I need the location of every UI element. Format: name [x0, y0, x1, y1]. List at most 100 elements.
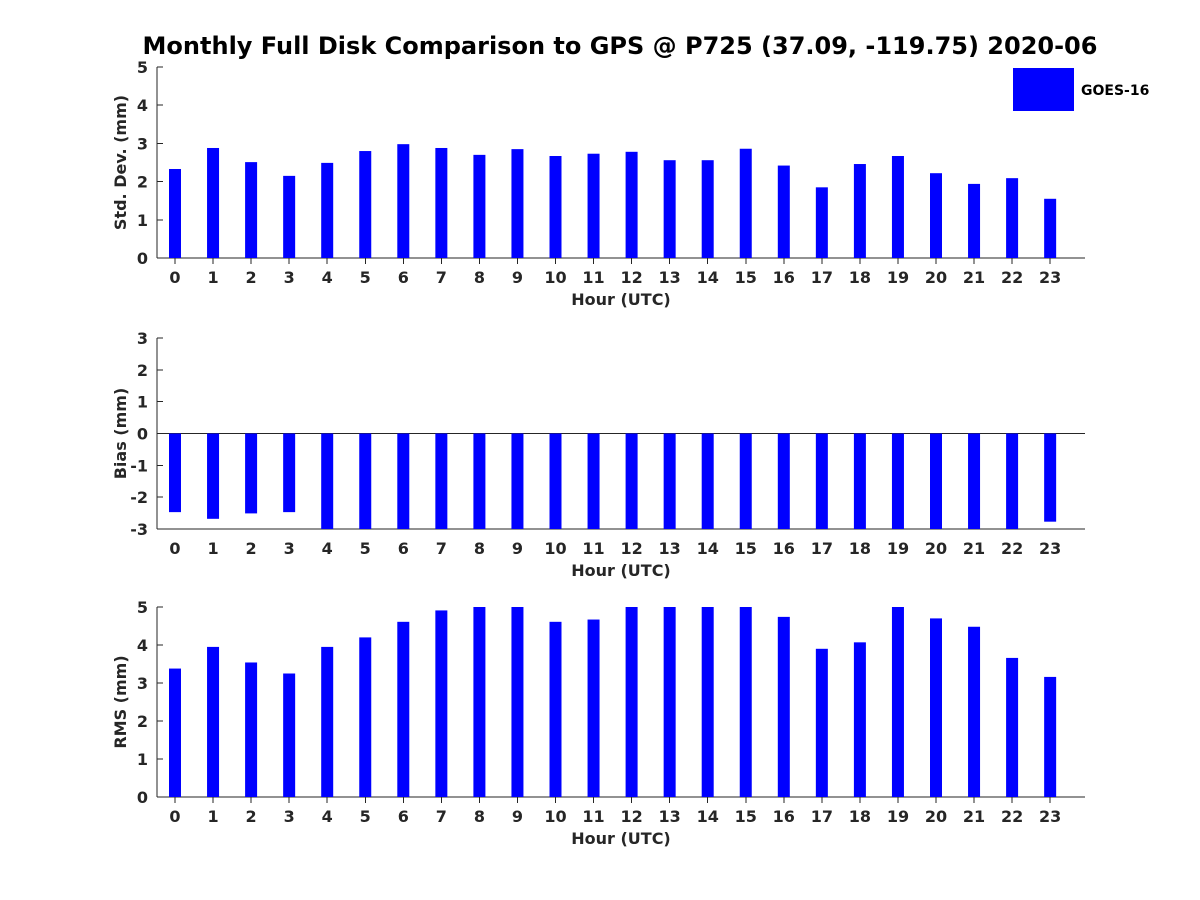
x-tick-label: 20 [925, 807, 947, 826]
bar-rms-hour-23 [1044, 676, 1057, 797]
x-tick-label: 5 [360, 268, 371, 287]
x-tick-label: 1 [207, 807, 218, 826]
bar-std-dev-hour-4 [321, 162, 334, 258]
bar-bias-hour-5 [359, 433, 372, 529]
bar-bias-hour-3 [283, 433, 296, 513]
bar-rms-hour-18 [853, 642, 866, 797]
x-tick-label: 14 [697, 807, 719, 826]
x-tick-label: 17 [811, 268, 833, 287]
x-tick-label: 18 [849, 539, 871, 558]
bar-std-dev-hour-14 [701, 160, 714, 258]
y-tick-label: 4 [137, 636, 148, 655]
y-tick-label: 3 [137, 134, 148, 153]
bar-std-dev-hour-11 [587, 153, 600, 258]
x-tick-label: 12 [620, 539, 642, 558]
bar-bias-hour-21 [968, 433, 981, 529]
y-tick-label: 1 [137, 393, 148, 412]
bar-rms-hour-6 [397, 621, 410, 797]
x-tick-label: 16 [773, 268, 795, 287]
y-tick-label: 2 [137, 712, 148, 731]
bar-std-dev-hour-17 [815, 187, 828, 258]
x-tick-label: 16 [773, 807, 795, 826]
x-tick-label: 1 [207, 268, 218, 287]
y-axis-label: RMS (mm) [111, 655, 130, 748]
x-tick-label: 11 [582, 807, 604, 826]
bar-std-dev-hour-7 [435, 147, 448, 258]
x-tick-label: 7 [436, 807, 447, 826]
x-tick-label: 17 [811, 539, 833, 558]
x-tick-label: 2 [246, 539, 257, 558]
x-tick-label: 20 [925, 268, 947, 287]
x-tick-label: 19 [887, 539, 909, 558]
x-tick-label: 18 [849, 268, 871, 287]
bar-std-dev-hour-15 [739, 148, 752, 258]
bar-rms-hour-17 [815, 648, 828, 797]
bar-rms-hour-12 [625, 607, 638, 797]
y-axis-label: Std. Dev. (mm) [111, 95, 130, 230]
bar-std-dev-hour-1 [207, 147, 220, 258]
bar-std-dev-hour-18 [853, 164, 866, 258]
bar-bias-hour-19 [891, 433, 904, 529]
bar-bias-hour-10 [549, 433, 562, 529]
x-tick-label: 8 [474, 268, 485, 287]
x-tick-label: 4 [322, 268, 333, 287]
x-tick-label: 11 [582, 268, 604, 287]
bar-std-dev-hour-19 [891, 156, 904, 258]
x-tick-label: 22 [1001, 539, 1023, 558]
bar-std-dev-hour-8 [473, 154, 486, 258]
x-tick-label: 7 [436, 268, 447, 287]
bar-std-dev-hour-2 [245, 162, 258, 258]
y-tick-label: 1 [137, 750, 148, 769]
x-tick-label: 18 [849, 807, 871, 826]
bar-rms-hour-16 [777, 616, 790, 797]
bar-rms-hour-22 [1006, 657, 1019, 797]
bar-std-dev-hour-12 [625, 151, 638, 258]
bar-bias-hour-9 [511, 433, 524, 529]
x-tick-label: 10 [544, 268, 566, 287]
x-tick-label: 7 [436, 539, 447, 558]
y-tick-label: 2 [137, 173, 148, 192]
bar-rms-hour-7 [435, 610, 448, 797]
bar-rms-hour-13 [663, 607, 676, 797]
bar-std-dev-hour-16 [777, 165, 790, 258]
x-tick-label: 15 [735, 268, 757, 287]
x-tick-label: 13 [659, 807, 681, 826]
bar-rms-hour-2 [245, 662, 258, 797]
bar-bias-hour-17 [815, 433, 828, 529]
bar-std-dev-hour-0 [169, 168, 181, 258]
bar-bias-hour-6 [397, 433, 410, 529]
bar-std-dev-hour-22 [1006, 178, 1019, 258]
bar-std-dev-hour-23 [1044, 198, 1057, 258]
bar-rms-hour-19 [891, 607, 904, 797]
x-tick-label: 19 [887, 268, 909, 287]
x-tick-label: 10 [544, 807, 566, 826]
x-tick-label: 21 [963, 807, 985, 826]
x-tick-label: 6 [398, 268, 409, 287]
y-tick-label: 1 [137, 211, 148, 230]
x-axis-label: Hour (UTC) [571, 290, 671, 309]
x-tick-label: 23 [1039, 268, 1061, 287]
y-tick-label: 3 [137, 674, 148, 693]
bar-bias-hour-11 [587, 433, 600, 529]
y-tick-label: 5 [137, 58, 148, 77]
bar-std-dev-hour-9 [511, 149, 524, 258]
y-tick-label: -2 [130, 488, 148, 507]
bar-bias-hour-0 [169, 433, 181, 513]
legend: GOES-16 [1013, 68, 1149, 111]
bar-bias-hour-15 [739, 433, 752, 529]
y-tick-label: -3 [130, 520, 148, 539]
y-tick-label: 0 [137, 788, 148, 807]
x-tick-label: 15 [735, 807, 757, 826]
bar-bias-hour-23 [1044, 433, 1057, 522]
bar-rms-hour-8 [473, 607, 486, 797]
x-tick-label: 3 [284, 268, 295, 287]
bar-bias-hour-13 [663, 433, 676, 529]
x-tick-label: 13 [659, 539, 681, 558]
x-tick-label: 5 [360, 807, 371, 826]
bar-bias-hour-8 [473, 433, 486, 529]
bar-rms-hour-14 [701, 607, 714, 797]
x-tick-label: 23 [1039, 539, 1061, 558]
